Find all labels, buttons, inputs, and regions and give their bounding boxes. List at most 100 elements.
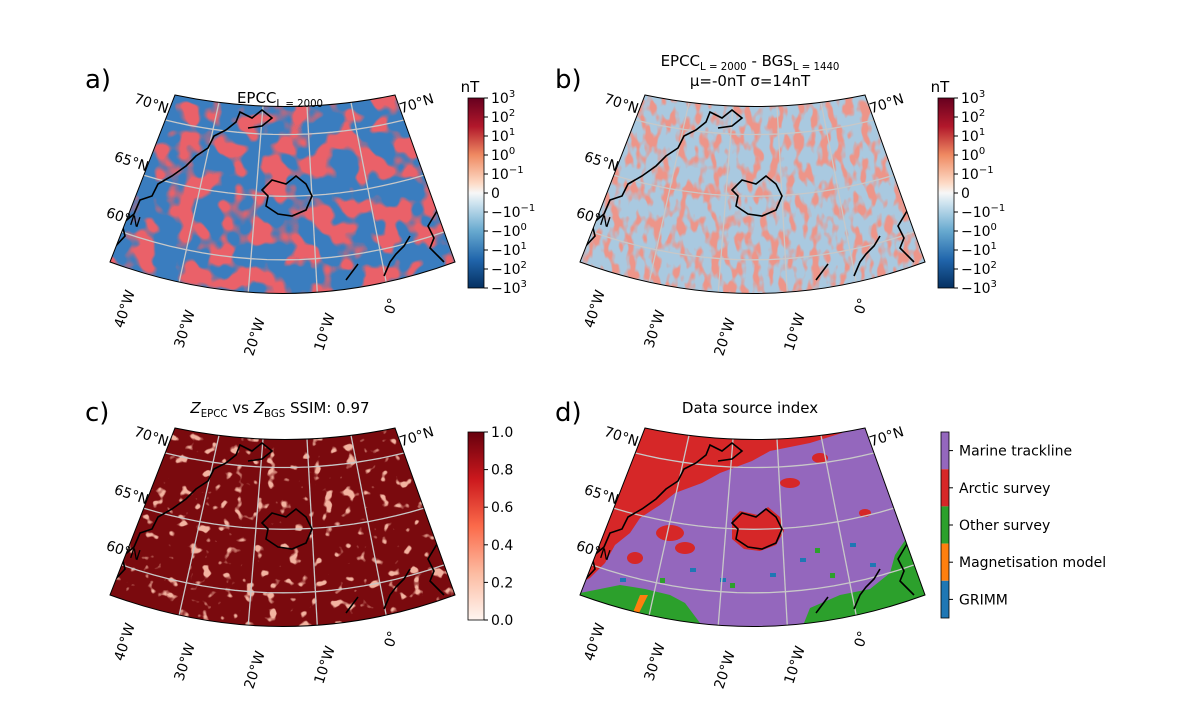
lat-label: 70°N <box>398 424 437 450</box>
tick-exp: 3 <box>979 89 985 100</box>
graticule <box>648 435 690 616</box>
lat-label: 70°N <box>132 424 171 450</box>
tick-exp: 0 <box>521 222 527 233</box>
graticule <box>143 507 424 530</box>
region <box>730 583 735 588</box>
lat-label: 65°N <box>582 482 621 508</box>
colorbar-tick-label: −101 <box>961 241 997 259</box>
graticule <box>247 105 264 293</box>
colorbar-tick-label: 10−1 <box>961 165 994 183</box>
tick-base: 10 <box>961 129 979 145</box>
region <box>620 578 626 582</box>
legend-swatch <box>941 469 949 507</box>
title-part: vs <box>228 399 254 417</box>
legend-label: Arctic survey <box>959 481 1050 497</box>
lon-label: 20°W <box>242 316 269 358</box>
tick-exp: −1 <box>979 165 994 176</box>
title-part: Z <box>189 399 201 417</box>
lon-label: 40°W <box>112 288 139 330</box>
tick-base: 10 <box>961 110 979 126</box>
region <box>830 573 835 578</box>
tick-base: −10 <box>961 205 991 221</box>
colorbar-unit: nT <box>931 78 951 96</box>
map <box>110 428 455 627</box>
tick-exp: 0 <box>509 146 515 157</box>
tick-base: −10 <box>961 224 991 240</box>
graticule <box>121 564 445 594</box>
coastline <box>111 108 274 251</box>
lon-label: 40°W <box>112 621 139 663</box>
title-part: L = 2000 <box>276 99 323 110</box>
legend-label: GRIMM <box>959 592 1008 608</box>
panel: a)70°N65°N60°N70°N40°W 30°W 20°W 10°W0°EPCC… <box>85 65 535 358</box>
graticule <box>820 435 857 616</box>
graticule <box>165 119 405 136</box>
region <box>675 542 695 554</box>
graticule <box>350 435 387 616</box>
colorbar-tick-label: −100 <box>491 222 527 240</box>
tick-exp: 1 <box>521 241 527 252</box>
tick-exp: 2 <box>521 260 527 271</box>
lat-label: 70°N <box>398 91 437 117</box>
lon-label: 10°W <box>782 311 809 353</box>
map-noise <box>110 95 455 294</box>
tick-exp: 0 <box>979 146 985 157</box>
colorbar-tick-label: 100 <box>961 146 985 164</box>
region <box>627 552 643 564</box>
tick-base: 10 <box>491 129 509 145</box>
graticule <box>717 438 734 626</box>
map-outline <box>109 94 456 294</box>
colorbar-tick-label: −101 <box>491 241 527 259</box>
panel-label: d) <box>555 398 582 428</box>
tick-exp: 3 <box>521 279 527 290</box>
tick-exp: 1 <box>991 241 997 252</box>
tick-base: −10 <box>961 243 991 259</box>
panel-title: EPCCL = 2000 - BGSL = 1440 <box>661 52 840 73</box>
region <box>656 525 684 541</box>
map-noise <box>110 428 455 627</box>
region <box>815 548 820 553</box>
region <box>850 543 856 547</box>
colorbar-tick-label: 102 <box>491 108 515 126</box>
coastline <box>581 108 744 251</box>
colorbar-tick-label: 102 <box>961 108 985 126</box>
colorbar-tick-label: 101 <box>491 127 515 145</box>
tick-exp: 0 <box>991 222 997 233</box>
tick-exp: 2 <box>509 108 515 119</box>
coastline <box>345 263 359 281</box>
graticule <box>143 174 424 197</box>
panel-label: c) <box>85 398 109 428</box>
colorbar-tick-label: −103 <box>491 279 527 297</box>
tick-base: 10 <box>491 167 509 183</box>
lon-label: 10°W <box>312 644 339 686</box>
lon-label: 10°W <box>782 644 809 686</box>
colorbar-tick-label: −102 <box>961 260 997 278</box>
legend-label: Marine trackline <box>959 444 1072 460</box>
map <box>580 95 925 294</box>
graticule <box>178 435 220 616</box>
title-part: - BGS <box>747 52 793 70</box>
colorbar-tick-label: 0.0 <box>491 613 513 629</box>
map-outline <box>579 427 926 627</box>
colorbar-tick-label: −102 <box>491 260 527 278</box>
colorbar-tick-label: 0.2 <box>491 575 513 591</box>
graticule <box>613 174 894 197</box>
region <box>870 563 876 567</box>
region <box>660 578 665 583</box>
lon-label: 30°W <box>172 308 199 350</box>
lon-label: 30°W <box>172 641 199 683</box>
graticule <box>178 102 220 283</box>
region <box>800 558 806 562</box>
title-part: SSIM: 0.97 <box>285 399 369 417</box>
coastline <box>815 263 829 281</box>
tick-exp: 1 <box>979 127 985 138</box>
lon-label: 40°W <box>582 288 609 330</box>
legend-swatch <box>941 580 949 618</box>
coastline <box>815 596 829 614</box>
tick-base: −10 <box>491 205 521 221</box>
title-part: L = 1440 <box>793 62 840 73</box>
tick-base: −10 <box>491 243 521 259</box>
colorbar-tick-label: 103 <box>491 89 515 107</box>
tick-base: 10 <box>491 148 509 164</box>
graticule <box>121 231 445 261</box>
